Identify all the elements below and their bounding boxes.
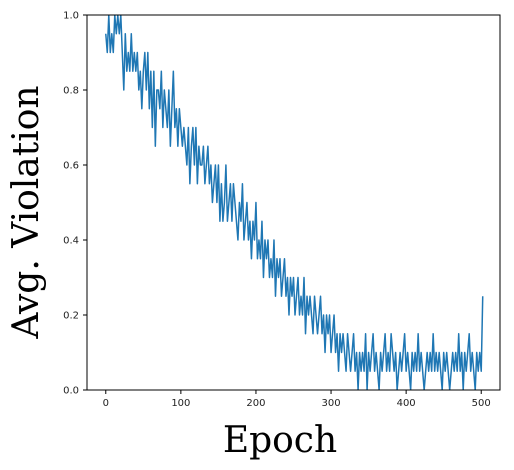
x-tick-label: 500 xyxy=(472,398,491,409)
x-tick-label: 100 xyxy=(171,398,190,409)
x-tick-label: 200 xyxy=(246,398,265,409)
y-tick-label: 1.0 xyxy=(63,11,79,22)
y-tick-label: 0.8 xyxy=(63,86,79,97)
x-axis-title: Epoch xyxy=(223,420,337,461)
plot-frame xyxy=(86,14,501,391)
x-tick-label: 300 xyxy=(321,398,340,409)
x-tick-label: 0 xyxy=(103,398,109,409)
y-tick-label: 0.2 xyxy=(63,311,79,322)
series-line-0 xyxy=(105,15,484,390)
y-tick-label: 0.0 xyxy=(63,386,79,397)
y-tick-label: 0.6 xyxy=(63,161,79,172)
y-axis-title: Avg. Violation xyxy=(6,85,47,339)
x-axis: 0 100 200 300 400 500 xyxy=(103,390,491,409)
y-tick-label: 0.4 xyxy=(63,236,79,247)
x-tick-label: 400 xyxy=(397,398,416,409)
y-axis: 0.0 0.2 0.4 0.6 0.8 1.0 xyxy=(63,11,87,397)
